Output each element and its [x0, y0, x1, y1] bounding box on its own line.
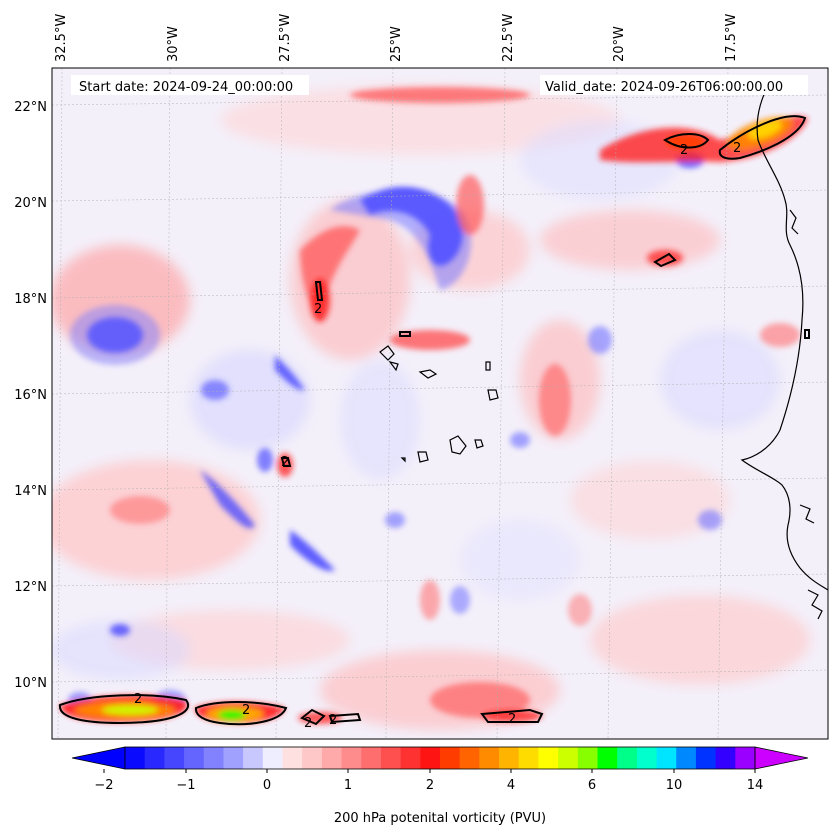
latitude-label: 12°N	[14, 580, 47, 595]
colorbar-segment	[203, 747, 224, 769]
contour-label: 2	[304, 716, 312, 731]
colorbar-segment	[243, 747, 264, 769]
colorbar-segment	[223, 747, 244, 769]
latitude-labels: 22°N 20°N 18°N 16°N 14°N 12°N 10°N	[14, 100, 47, 691]
longitude-label: 20°W	[612, 26, 627, 62]
colorbar-tick-label: −1	[176, 778, 195, 793]
colorbar-segment	[577, 747, 598, 769]
contour-label: 2	[733, 141, 741, 156]
longitude-label: 22.5°W	[501, 14, 516, 62]
colorbar-segment	[420, 747, 441, 769]
colorbar-segment	[479, 747, 500, 769]
contour-label: 2	[134, 692, 142, 707]
colorbar-title: 200 hPa potenital vorticity (PVU)	[334, 811, 546, 826]
colorbar-segment	[636, 747, 658, 769]
longitude-label: 32.5°W	[54, 14, 69, 62]
contour-label: 2	[281, 455, 289, 470]
colorbar-segment	[538, 747, 559, 769]
colorbar-ticks: −2 −1 0 1 2 4 6 10 14	[94, 769, 763, 793]
colorbar-over-arrow	[754, 746, 809, 770]
colorbar-under-arrow	[71, 746, 126, 770]
colorbar	[71, 746, 809, 770]
latitude-label: 14°N	[14, 484, 47, 499]
colorbar-segment	[597, 747, 618, 769]
colorbar-tick-label: 10	[666, 778, 683, 793]
pv-2-contours	[59, 115, 810, 726]
map-panel: 2 2 2 2 2 2 2 2 2	[52, 68, 828, 739]
colorbar-segment	[440, 747, 461, 769]
colorbar-frame	[124, 746, 756, 770]
start-date-box	[71, 75, 309, 95]
colorbar-tick-label: 14	[747, 778, 764, 793]
colorbar-segment	[164, 747, 185, 769]
colorbar-segment	[380, 747, 402, 769]
colorbar-segment	[459, 747, 480, 769]
colorbar-segment	[735, 747, 756, 769]
contour-label: 2	[508, 712, 516, 727]
colorbar-segment	[518, 747, 539, 769]
colorbar-segment	[184, 747, 205, 769]
colorbar-segment	[144, 747, 165, 769]
colorbar-segment	[125, 747, 146, 769]
start-date-label: Start date: 2024-09-24_00:00:00	[79, 80, 293, 95]
longitude-labels: 32.5°W 30°W 27.5°W 25°W 22.5°W 20°W 17.5°W	[54, 14, 739, 62]
gridlines	[52, 68, 828, 739]
pv-2-contour-labels: 2 2 2 2 2 2 2 2 2	[134, 141, 741, 731]
colorbar-segment	[302, 747, 323, 769]
colorbar-segment	[715, 747, 736, 769]
latitude-label: 22°N	[14, 100, 47, 115]
colorbar-tick-label: 4	[507, 778, 515, 793]
colorbar-segment	[558, 747, 579, 769]
colorbar-tick-label: 0	[263, 778, 271, 793]
colorbar-segment	[341, 747, 362, 769]
colorbar-segment	[321, 747, 343, 769]
map-frame	[51, 67, 829, 740]
latitude-label: 16°N	[14, 388, 47, 403]
contour-label: 2	[680, 143, 688, 158]
valid-date-label: Valid_date: 2024-09-26T06:00:00.00	[545, 80, 783, 95]
colorbar-tick-label: 1	[344, 778, 352, 793]
latitude-label: 20°N	[14, 196, 47, 211]
colorbar-tick-label: −2	[94, 778, 113, 793]
colorbar-segment	[400, 747, 421, 769]
latitude-label: 18°N	[14, 292, 47, 307]
colorbar-segment	[676, 747, 697, 769]
valid-date-box	[540, 75, 808, 95]
longitude-label: 30°W	[166, 26, 181, 62]
longitude-label: 17.5°W	[724, 14, 739, 62]
colorbar-segment	[282, 747, 303, 769]
colorbar-segment	[617, 747, 638, 769]
colorbar-tick-label: 6	[588, 778, 596, 793]
colorbar-tick-label: 2	[426, 778, 434, 793]
colorbar-segment	[499, 747, 520, 769]
colorbar-segment	[695, 747, 717, 769]
colorbar-segment	[361, 747, 382, 769]
colorbar-segment	[656, 747, 677, 769]
coastlines	[379, 81, 828, 620]
contour-label: 2	[242, 703, 250, 718]
contour-label: 2	[329, 713, 337, 728]
colorbar-segment	[262, 747, 283, 769]
longitude-label: 27.5°W	[278, 14, 293, 62]
latitude-label: 10°N	[14, 676, 47, 691]
contour-label: 2	[314, 302, 322, 317]
longitude-label: 25°W	[389, 26, 404, 62]
